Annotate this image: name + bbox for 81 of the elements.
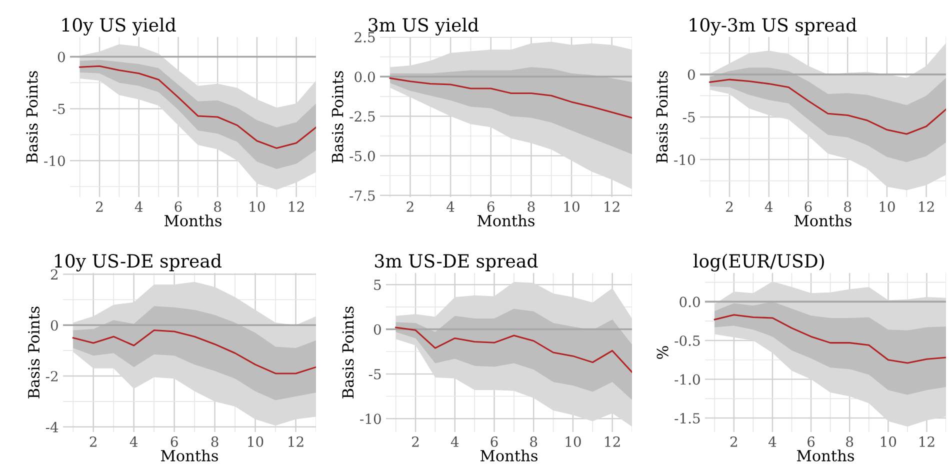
y-tick-label: -0.5 — [674, 335, 700, 346]
y-axis-title: Basis Points — [28, 306, 40, 398]
x-tick-label: 12 — [920, 436, 934, 447]
x-tick-label: 2 — [412, 436, 419, 447]
y-tick-label: 0 — [50, 320, 58, 331]
chart-title: 10y-3m US spread — [690, 18, 857, 36]
x-tick-label: 10 — [566, 436, 581, 447]
y-tick-label: 5 — [374, 280, 381, 290]
y-axis-title: % — [656, 346, 668, 359]
y-tick-label: -5 — [682, 112, 695, 122]
x-axis-title: Months — [797, 450, 854, 462]
x-tick-label: 12 — [605, 436, 620, 447]
x-tick-label: 8 — [530, 436, 538, 447]
y-tick-label: 0.0 — [354, 72, 375, 82]
line-series — [714, 314, 946, 364]
x-tick-label: 4 — [764, 201, 773, 212]
x-tick-label: 2 — [406, 201, 414, 212]
y-tick-label: -10 — [360, 414, 381, 424]
x-tick-label: 10 — [250, 201, 265, 212]
y-tick-label: -5 — [52, 104, 65, 114]
x-tick-label: 6 — [808, 436, 815, 447]
y-tick-label: -10 — [674, 154, 695, 166]
x-tick-label: 2 — [726, 201, 733, 212]
x-tick-label: 2 — [96, 201, 103, 212]
line-series — [709, 78, 946, 135]
chart-title: 10y US yield — [62, 18, 176, 36]
x-tick-label: 4 — [450, 436, 459, 447]
y-axis-title: Basis Points — [342, 306, 354, 398]
x-tick-label: 6 — [174, 201, 182, 212]
y-tick-label: -7.5 — [350, 190, 375, 201]
y-axis-title: Basis Points — [656, 71, 668, 163]
x-tick-label: 12 — [919, 201, 934, 212]
y-tick-label: -5 — [368, 369, 381, 380]
x-tick-label: 4 — [130, 436, 138, 447]
y-tick-label: -2.5 — [350, 111, 375, 122]
x-tick-label: 12 — [289, 201, 304, 212]
y-tick-label: -4 — [46, 422, 58, 432]
x-tick-label: 4 — [768, 436, 776, 447]
y-tick-label: -2 — [46, 371, 58, 382]
x-axis-title: Months — [478, 214, 534, 226]
chart-title: 3m US-DE spread — [375, 254, 538, 272]
x-tick-label: 10 — [881, 436, 896, 447]
x-tick-label: 4 — [134, 201, 143, 212]
x-tick-label: 8 — [844, 201, 852, 212]
x-tick-label: 6 — [804, 201, 812, 212]
y-tick-label: 0 — [58, 52, 65, 62]
x-tick-label: 10 — [880, 201, 895, 212]
x-tick-label: 12 — [604, 201, 620, 212]
y-tick-label: 0 — [688, 69, 695, 80]
y-tick-label: -5.0 — [350, 150, 375, 162]
x-tick-label: 12 — [288, 436, 304, 447]
y-tick-label: 2 — [50, 269, 58, 280]
x-tick-label: 8 — [211, 436, 218, 447]
x-tick-label: 6 — [170, 436, 178, 447]
x-tick-label: 4 — [446, 201, 454, 212]
x-tick-label: 8 — [528, 201, 535, 212]
y-axis-title: Basis Points — [26, 71, 38, 163]
x-tick-label: 8 — [846, 436, 854, 447]
line-series — [72, 329, 316, 374]
x-tick-label: 10 — [564, 201, 580, 212]
y-axis-title: Basis Points — [332, 71, 344, 163]
y-tick-label: -1.0 — [674, 374, 700, 385]
x-tick-label: 10 — [248, 436, 264, 447]
x-axis-title: Months — [161, 450, 218, 462]
y-tick-label: -10 — [44, 156, 65, 166]
chart-title: 10y US-DE spread — [55, 254, 222, 272]
line-series — [389, 77, 632, 119]
y-tick-label: 0.0 — [680, 296, 700, 308]
line-series — [395, 326, 632, 373]
x-axis-title: Months — [480, 450, 538, 462]
x-axis-title: Months — [164, 214, 222, 226]
line-series — [79, 65, 316, 149]
y-tick-label: -1.5 — [674, 413, 700, 424]
x-axis-title: Months — [794, 214, 852, 226]
chart-title: log(EUR/USD) — [693, 254, 824, 272]
x-tick-label: 8 — [214, 201, 222, 212]
x-tick-label: 2 — [730, 436, 737, 447]
y-tick-label: 0 — [374, 324, 381, 335]
x-tick-label: 6 — [487, 201, 494, 212]
x-tick-label: 2 — [90, 436, 96, 447]
x-tick-label: 6 — [490, 436, 498, 447]
